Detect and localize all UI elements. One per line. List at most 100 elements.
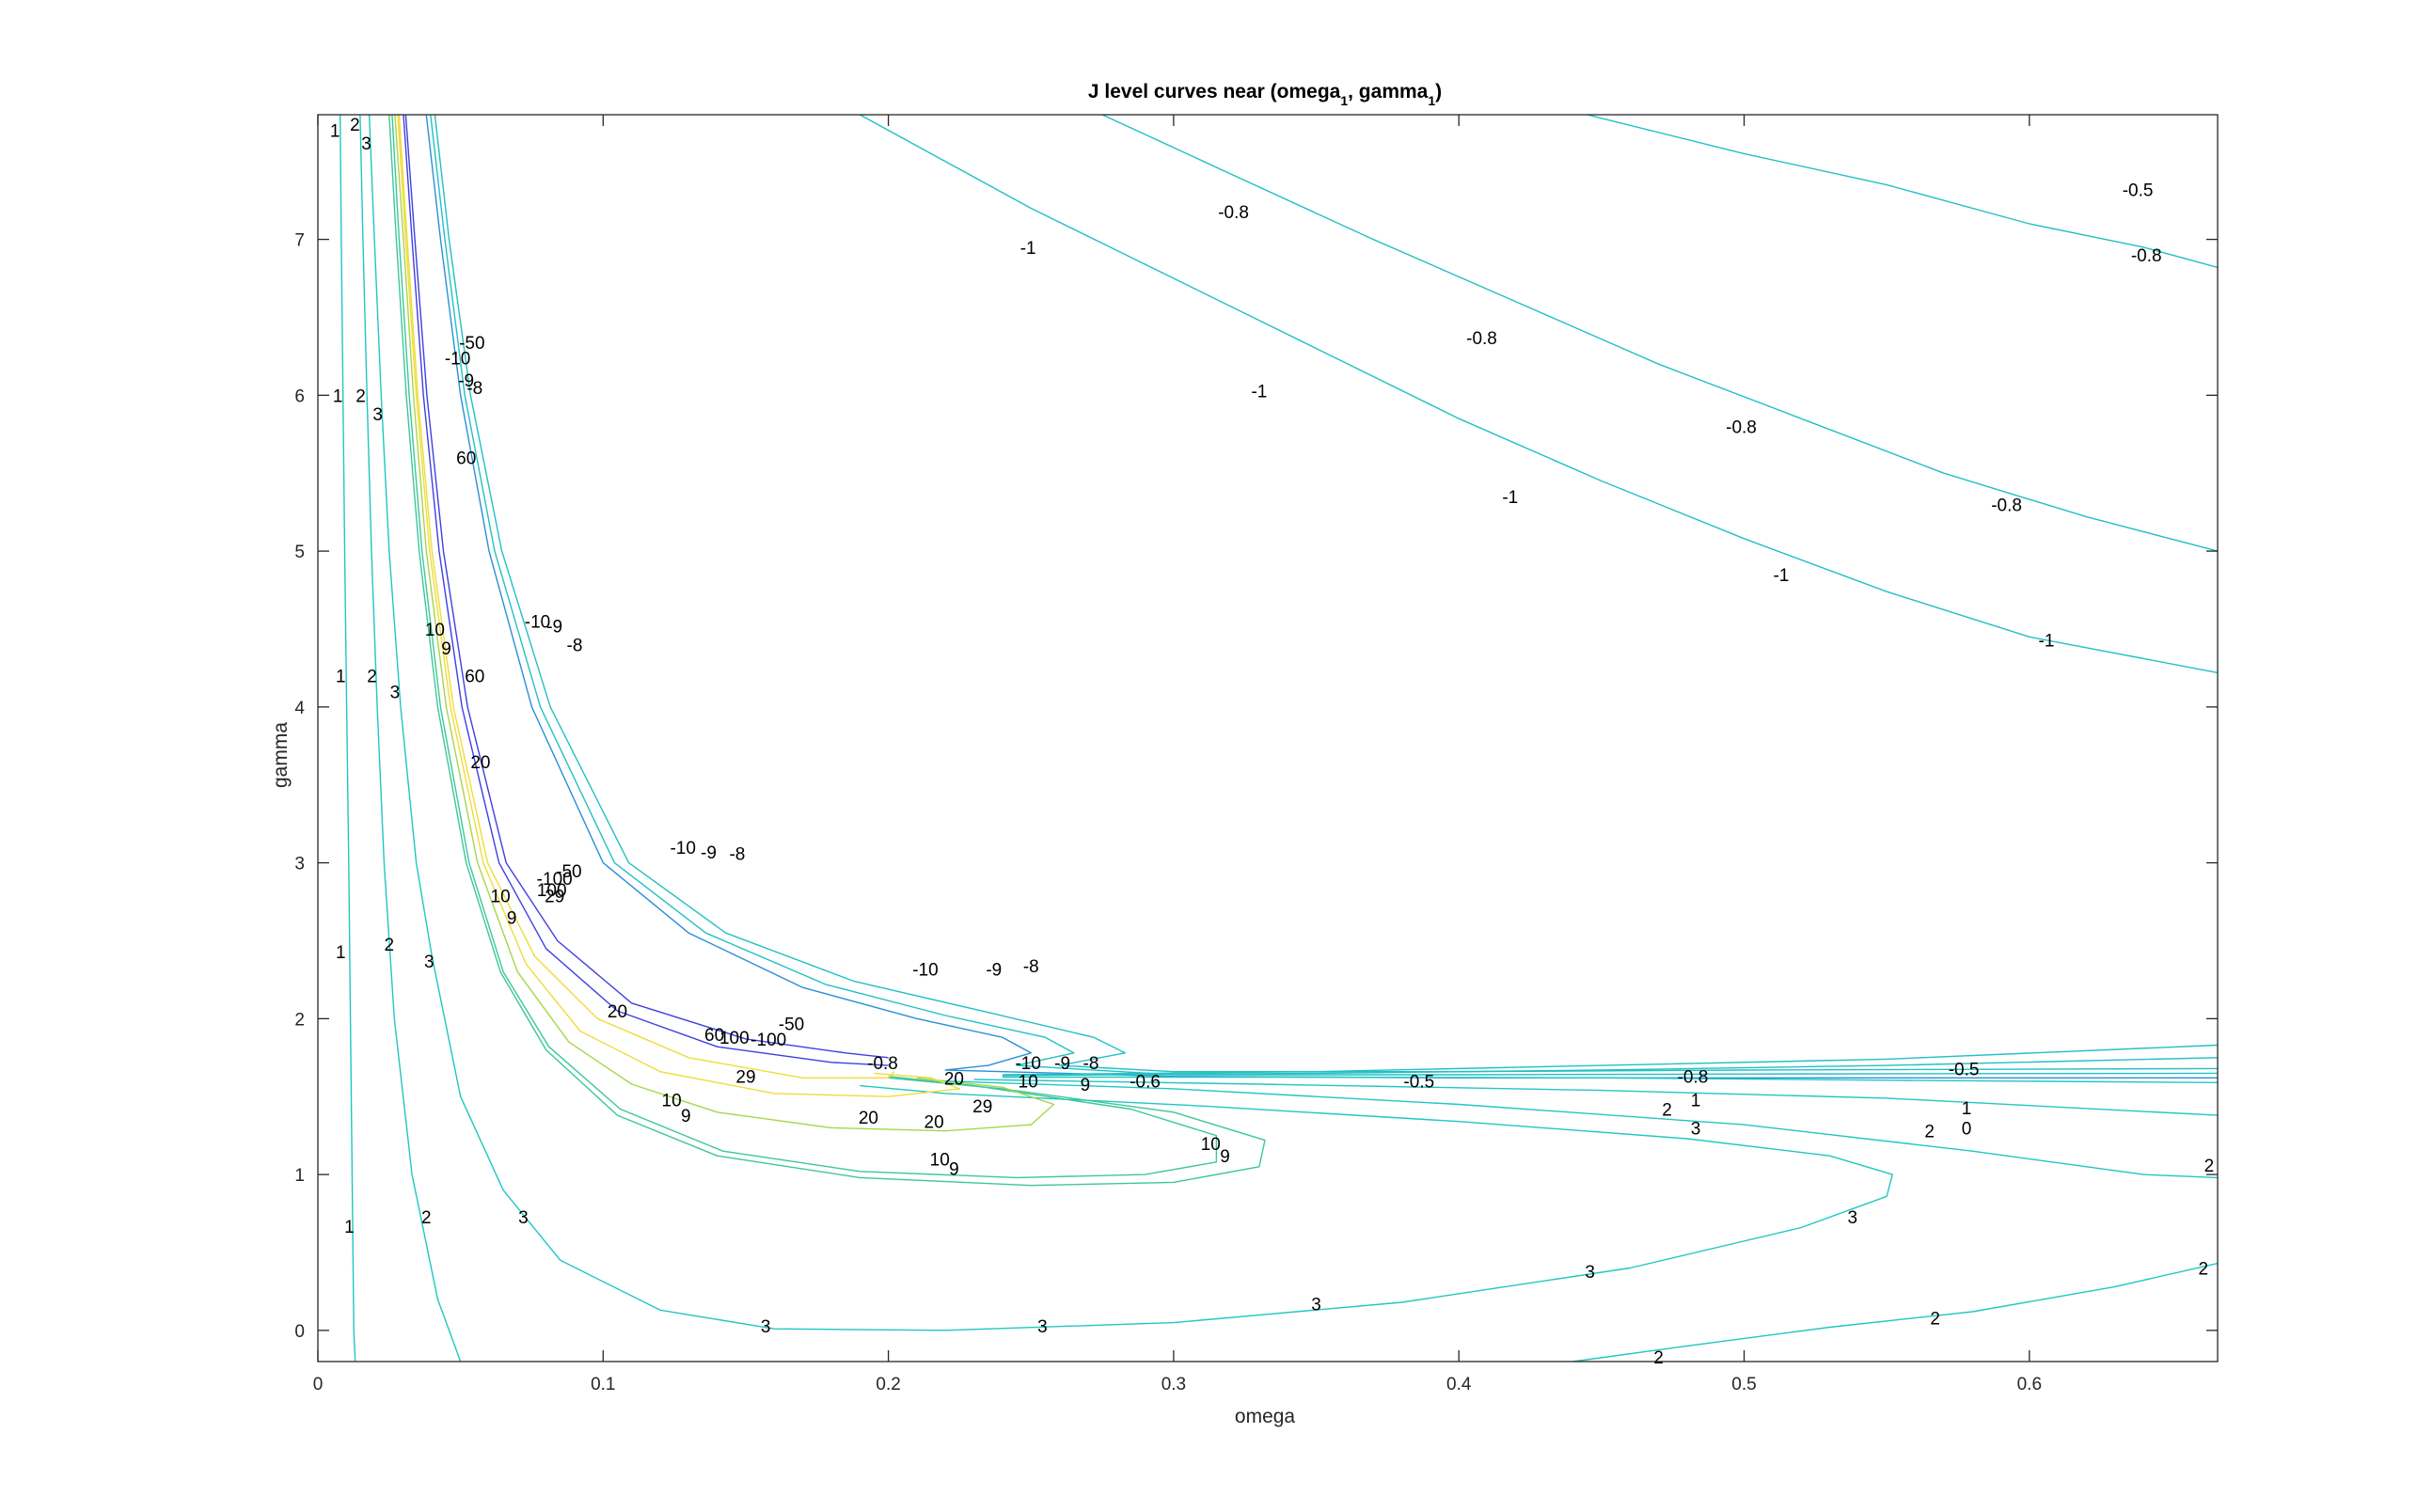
title-middle: , gamma: [1348, 81, 1429, 102]
contour-line-7: [398, 114, 895, 1079]
contour-label-60: 10: [425, 621, 445, 640]
contour-label-83: 60: [465, 668, 484, 687]
contour-label-20: 3: [1691, 1119, 1701, 1139]
y-tick-label-2: 2: [294, 1010, 305, 1030]
title-main: J level curves near (omega: [1088, 81, 1341, 102]
y-tick-label-5: 5: [294, 543, 305, 562]
contour-label-58: -0.5: [1949, 1060, 1980, 1079]
contour-label-81: 100: [719, 1029, 750, 1048]
contour-label-29: 0: [1962, 1119, 1972, 1139]
contour-label-18: 3: [1585, 1263, 1595, 1283]
contour-label-0: 1: [330, 122, 340, 142]
contour-label-9: 1: [336, 943, 346, 963]
contour-label-32: -0.8: [1218, 203, 1249, 223]
contour-label-53: -10: [445, 350, 470, 370]
y-tick-label-1: 1: [294, 1166, 305, 1186]
contour-line-5: [394, 114, 1055, 1132]
contour-label-85: -100: [750, 1031, 786, 1050]
contour-label-2: 3: [361, 134, 371, 154]
contour-label-73: 20: [608, 1002, 627, 1022]
contour-label-31: -0.5: [2123, 181, 2154, 201]
contour-label-51: -9: [1054, 1054, 1070, 1074]
contour-line-11: [430, 114, 2219, 1076]
y-axis-label: gamma: [270, 722, 292, 788]
contour-line-1: [359, 114, 462, 1362]
contour-line-3: [388, 114, 1266, 1187]
contour-label-71: 9: [1081, 1076, 1091, 1095]
contour-label-7: 2: [367, 668, 377, 687]
contour-label-15: 3: [761, 1317, 771, 1337]
x-tick-label-3: 0.3: [1161, 1375, 1186, 1394]
x-axis-label: omega: [1235, 1406, 1296, 1427]
contour-label-24: 2: [1662, 1101, 1672, 1121]
contour-label-63: 9: [507, 909, 517, 929]
contour-label-13: 2: [421, 1208, 432, 1228]
contour-label-56: -0.5: [1403, 1073, 1434, 1093]
y-tick-label-4: 4: [294, 699, 305, 718]
contour-curves: [340, 114, 2219, 1362]
title-subscript-1: 1: [1340, 93, 1348, 108]
contour-label-33: -1: [1020, 239, 1036, 259]
contour-line-4: [391, 114, 1218, 1179]
contour-label-65: 9: [681, 1107, 691, 1126]
contour-label-45: -9: [701, 843, 717, 863]
x-tick-label-6: 0.6: [2017, 1375, 2042, 1394]
contour-label-3: 1: [333, 386, 343, 406]
contour-label-5: 3: [372, 405, 383, 425]
contour-label-27: 1: [1691, 1092, 1701, 1111]
contour-label-55: -8: [466, 379, 482, 399]
contour-label-11: 3: [424, 953, 434, 972]
contour-label-30: -0.8: [2131, 246, 2162, 266]
contour-label-1: 2: [350, 116, 360, 135]
contour-label-68: 10: [1201, 1135, 1221, 1155]
title-end: ): [1435, 81, 1442, 102]
contour-label-46: -8: [729, 845, 745, 865]
contour-label-34: -0.8: [1466, 329, 1497, 349]
x-tick-label-1: 0.1: [591, 1375, 615, 1394]
contour-line-9: [404, 114, 889, 1059]
x-tick-label-5: 0.5: [1731, 1375, 1756, 1394]
contour-label-37: -1: [1502, 488, 1518, 508]
contour-label-10: 2: [385, 936, 395, 955]
contour-label-21: 2: [1653, 1348, 1664, 1368]
contour-label-88: 100: [537, 881, 567, 901]
axes-box: [317, 114, 2219, 1362]
title-subscript-2: 1: [1428, 93, 1435, 108]
contour-line-15: [1587, 114, 2219, 269]
chart-title: J level curves near (omega1, gamma1): [1088, 81, 1442, 108]
x-tick-label-2: 0.2: [876, 1375, 900, 1394]
contour-label-17: 3: [1311, 1296, 1321, 1315]
contour-label-74: 20: [859, 1109, 878, 1128]
contour-label-12: 1: [344, 1218, 355, 1237]
x-tick-label-4: 0.4: [1446, 1375, 1472, 1394]
contour-label-61: 9: [441, 639, 451, 659]
contour-label-75: 20: [924, 1113, 944, 1133]
contour-line-2: [368, 114, 1893, 1331]
contour-label-84: -50: [779, 1015, 804, 1034]
contour-label-4: 2: [355, 386, 366, 406]
contour-line-16: [1002, 1044, 2219, 1076]
contour-label-76: 20: [944, 1069, 964, 1089]
contour-label-26: 2: [2204, 1157, 2215, 1176]
contour-label-69: 9: [1220, 1147, 1230, 1167]
contour-label-44: -10: [670, 839, 695, 858]
contour-label-48: -9: [986, 960, 1002, 980]
contour-label-6: 1: [336, 668, 346, 687]
contour-label-49: -8: [1023, 957, 1039, 977]
contour-label-43: -8: [567, 637, 583, 656]
contour-label-40: -1: [2039, 632, 2055, 652]
y-tick-label-7: 7: [294, 231, 305, 251]
contour-label-8: 3: [390, 683, 401, 702]
contour-label-57: -0.8: [1678, 1068, 1709, 1088]
contour-label-64: 10: [662, 1092, 682, 1111]
contour-label-38: -0.8: [1991, 496, 2022, 515]
contour-label-82: 60: [456, 449, 476, 469]
contour-line-0: [340, 114, 356, 1362]
contour-label-42: -9: [546, 618, 562, 638]
contour-label-70: 10: [1019, 1073, 1038, 1093]
contour-line-17: [1002, 1057, 2219, 1077]
contour-label-47: -10: [912, 960, 938, 980]
contour-label-86: -50: [556, 862, 581, 882]
contour-line-14: [1101, 114, 2219, 552]
